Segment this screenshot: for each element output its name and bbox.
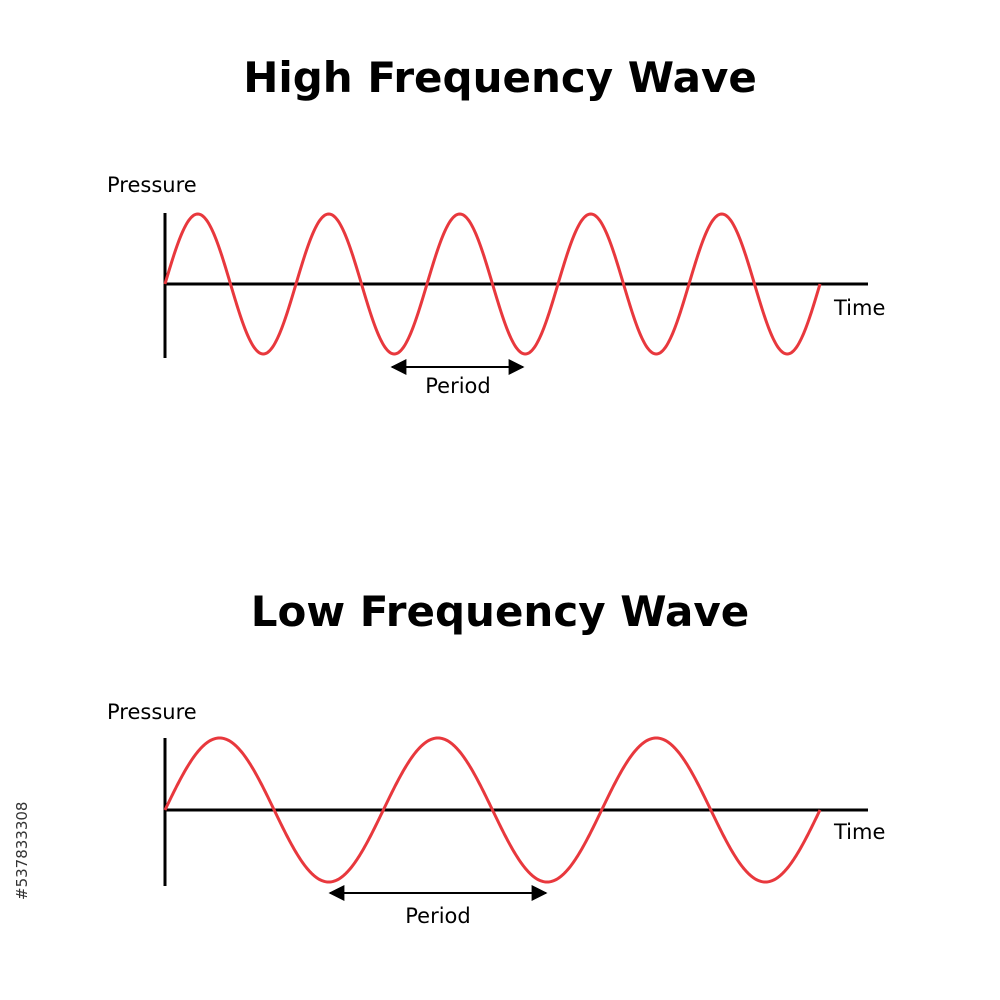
- side-id-text: #537833308: [13, 802, 31, 900]
- high-frequency-panel: High Frequency Wave Pressure Time Period: [107, 53, 885, 398]
- low-frequency-title: Low Frequency Wave: [251, 587, 750, 636]
- high-frequency-title: High Frequency Wave: [243, 53, 757, 102]
- low-frequency-y-axis-label: Pressure: [107, 700, 197, 724]
- high-frequency-wave: [163, 212, 822, 356]
- high-frequency-period-label: Period: [425, 374, 490, 398]
- low-frequency-wave: [163, 736, 822, 884]
- low-frequency-panel: Low Frequency Wave Pressure Time Period: [107, 587, 885, 928]
- high-frequency-x-axis-label: Time: [833, 296, 885, 320]
- low-frequency-period-label: Period: [405, 904, 470, 928]
- low-frequency-x-axis-label: Time: [833, 820, 885, 844]
- high-frequency-y-axis-label: Pressure: [107, 173, 197, 197]
